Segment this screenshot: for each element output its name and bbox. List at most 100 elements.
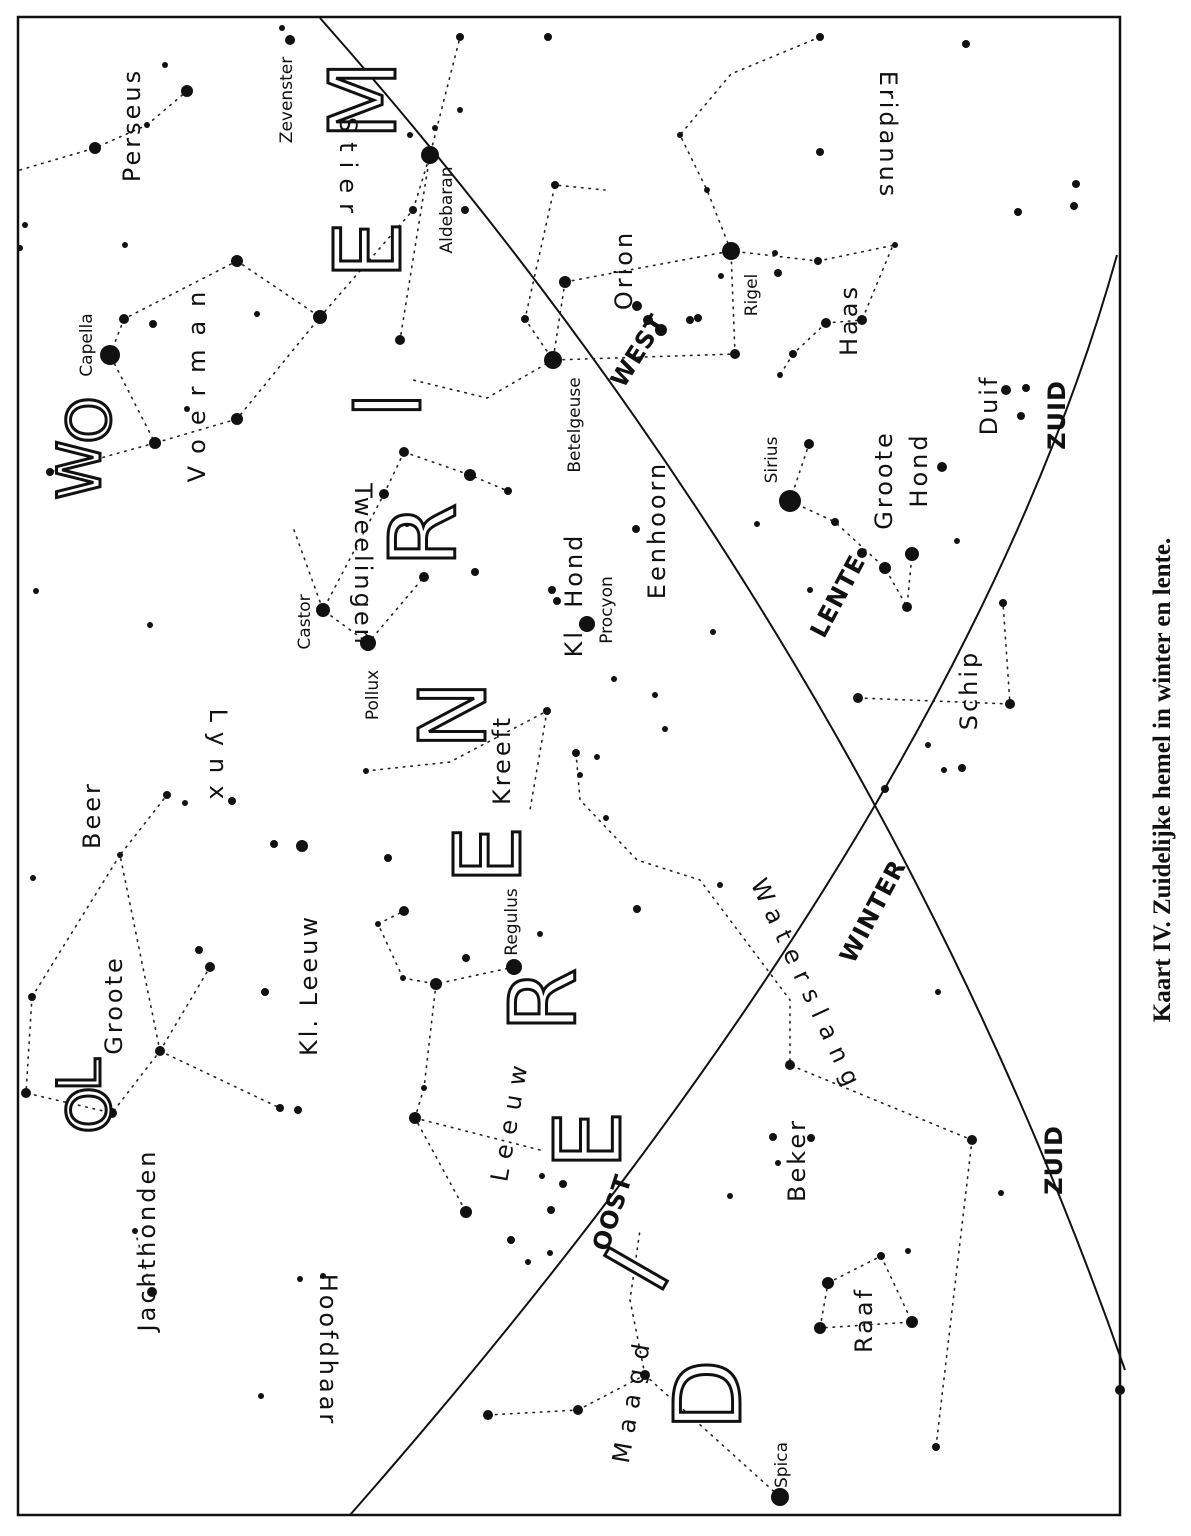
star [807, 587, 813, 593]
map-frame [16, 15, 1122, 1517]
star [421, 146, 439, 164]
star [902, 602, 912, 612]
star [785, 1060, 795, 1070]
constellation-line [857, 602, 1011, 705]
star [399, 447, 409, 457]
star [407, 132, 413, 138]
star [285, 35, 295, 45]
star [611, 676, 617, 682]
star [958, 764, 966, 772]
label-maagd: Maagd [607, 1332, 657, 1465]
star [594, 754, 600, 760]
star [149, 320, 157, 328]
big-letter: O [55, 1086, 125, 1133]
star [89, 142, 101, 154]
star [258, 1393, 264, 1399]
star [772, 250, 778, 256]
star [28, 993, 36, 1001]
star [892, 242, 898, 248]
star [935, 989, 941, 995]
star [662, 726, 668, 732]
label-procyon: Procyon [597, 576, 617, 644]
star [163, 791, 171, 799]
star [117, 852, 123, 858]
star [144, 122, 150, 128]
star [816, 33, 824, 41]
star [821, 318, 831, 328]
star [107, 1108, 117, 1118]
star [122, 242, 128, 248]
constellation-line [552, 250, 736, 361]
label-raaf: Raaf [850, 1287, 878, 1353]
map-caption: Kaart IV. Zuidelijke hemel in winter en … [1149, 538, 1176, 1022]
star [769, 1133, 777, 1141]
star [603, 815, 609, 821]
star [399, 906, 409, 916]
star [279, 25, 285, 31]
star [547, 1206, 555, 1214]
star [504, 487, 512, 495]
star [816, 148, 824, 156]
star [779, 490, 801, 512]
star [998, 1190, 1004, 1196]
star [395, 335, 405, 345]
constellation-line [412, 359, 554, 399]
star [722, 242, 740, 260]
star [853, 693, 863, 703]
star [457, 107, 463, 113]
star [432, 125, 438, 131]
label-beker: Beker [783, 1118, 811, 1202]
star [430, 978, 442, 990]
constellation-line [825, 244, 894, 324]
constellation-line [159, 966, 211, 1052]
star [655, 324, 667, 336]
star [573, 1405, 583, 1415]
constellation-line [376, 910, 405, 979]
star [460, 1206, 472, 1218]
star [547, 1250, 553, 1256]
label-zuid: ZUID [1040, 1125, 1068, 1195]
star [313, 310, 327, 324]
star [962, 40, 970, 48]
star [297, 1276, 303, 1282]
star [686, 316, 694, 324]
star [857, 548, 867, 558]
constellation-line [819, 1254, 914, 1329]
star [543, 707, 551, 715]
label-pollux: Pollux [363, 670, 383, 720]
star [1022, 384, 1030, 392]
constellation-line [575, 752, 973, 1448]
star [831, 518, 839, 526]
star [1005, 699, 1015, 709]
star [1001, 385, 1011, 395]
label-kl-leeuw: Kl. Leeuw [295, 914, 323, 1056]
star [419, 572, 429, 582]
constellation-line [31, 854, 121, 998]
label-groote-hond: Groote [870, 430, 898, 529]
star [710, 629, 716, 635]
star [276, 1104, 284, 1112]
star [184, 406, 190, 412]
star [559, 1180, 567, 1188]
star [1017, 412, 1025, 420]
star [881, 785, 889, 793]
star [21, 1088, 31, 1098]
star [296, 840, 308, 852]
star [384, 854, 392, 862]
star [507, 1236, 515, 1244]
star [774, 269, 782, 277]
star [46, 468, 54, 476]
constellation-line [19, 90, 188, 171]
star [677, 132, 683, 138]
label-duif: Duif [975, 375, 1003, 436]
constellation-line [789, 443, 810, 502]
constellation-line [414, 983, 467, 1213]
star [456, 33, 464, 41]
star [182, 800, 188, 806]
star [932, 1443, 940, 1451]
big-letters: M E I R N E R E I D W O O L [44, 59, 764, 1432]
star [254, 311, 260, 317]
label-orion: Orion [610, 230, 638, 310]
constellation-line [403, 451, 509, 492]
